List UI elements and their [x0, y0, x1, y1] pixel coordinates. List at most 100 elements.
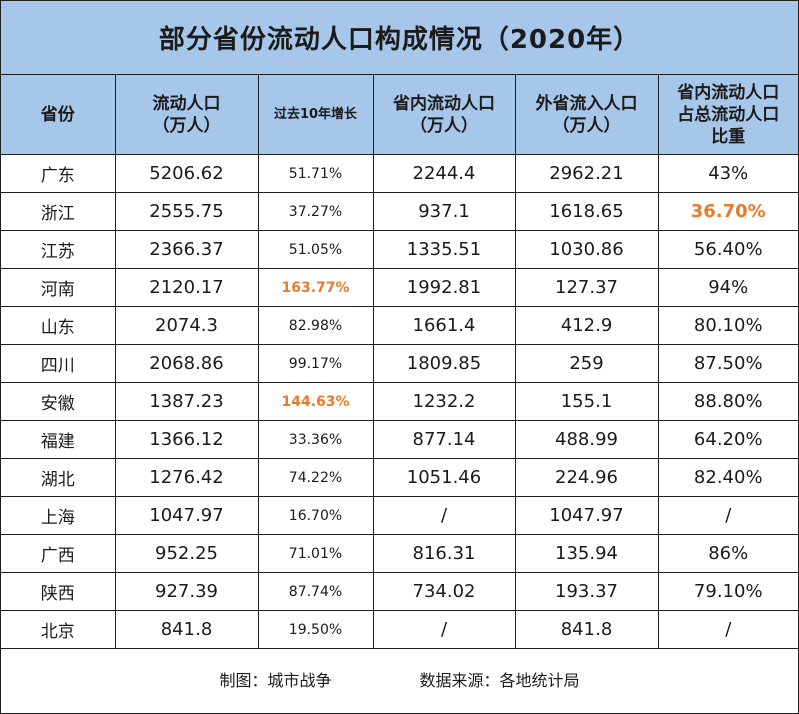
cell-inter: 224.96 — [514, 458, 659, 497]
credit-text: 制图：城市战争 — [219, 670, 332, 690]
cell-inter: 1618.65 — [514, 192, 659, 231]
cell-province: 福建 — [1, 420, 116, 459]
table-row: 上海 1047.97 16.70%/1047.97/ — [1, 496, 798, 535]
table-row: 河南 2120.17 163.77% 1992.81 127.37 94% — [1, 268, 798, 307]
cell-floating: 2366.37 — [114, 230, 259, 269]
cell-inter: 155.1 — [514, 382, 659, 421]
header-floating: 流动人口 （万人） — [114, 75, 259, 155]
cell-inter: 1030.86 — [514, 230, 659, 269]
cell-ratio: 36.70% — [657, 192, 798, 231]
cell-intra: / — [372, 496, 516, 535]
table-row: 陕西 927.39 87.74% 734.02 193.37 79.10% — [1, 572, 798, 611]
table-row: 江苏 2366.37 51.05% 1335.51 1030.86 56.40% — [1, 230, 798, 269]
cell-inter: 1047.97 — [514, 496, 659, 535]
table-row: 广东 5206.62 51.71% 2244.4 2962.21 43% — [1, 154, 798, 193]
cell-province: 上海 — [1, 496, 116, 535]
table-row: 广西 952.25 71.01% 816.31 135.94 86% — [1, 534, 798, 573]
header-row: 省份 流动人口 （万人） 过去10年增长 省内流动人口 （万人） 外省流入人口 （万人… — [1, 75, 798, 155]
cell-intra: 734.02 — [372, 572, 516, 611]
table-title: 部分省份流动人口构成情况（2020年） — [1, 1, 798, 75]
cell-ratio: 87.50% — [657, 344, 798, 383]
cell-growth: 37.27% — [257, 192, 374, 231]
header-inter: 外省流入人口 （万人） — [514, 75, 659, 155]
cell-intra: 816.31 — [372, 534, 516, 573]
cell-inter: 127.37 — [514, 268, 659, 307]
cell-intra: 1232.2 — [372, 382, 516, 421]
cell-floating: 5206.62 — [114, 154, 259, 193]
cell-floating: 1047.97 — [114, 496, 259, 535]
cell-province: 北京 — [1, 610, 116, 649]
cell-intra: 2244.4 — [372, 154, 516, 193]
cell-growth: 19.50% — [257, 610, 374, 649]
cell-growth: 74.22% — [257, 458, 374, 497]
cell-growth: 51.05% — [257, 230, 374, 269]
cell-growth: 33.36% — [257, 420, 374, 459]
cell-floating: 2068.86 — [114, 344, 259, 383]
table-row: 湖北 1276.42 74.22% 1051.46 224.96 82.40% — [1, 458, 798, 497]
cell-province: 浙江 — [1, 192, 116, 231]
cell-floating: 841.8 — [114, 610, 259, 649]
table-row: 四川 2068.86 99.17% 1809.85 259 87.50% — [1, 344, 798, 383]
cell-province: 安徽 — [1, 382, 116, 421]
cell-ratio: / — [657, 496, 798, 535]
cell-inter: 412.9 — [514, 306, 659, 345]
cell-province: 广西 — [1, 534, 116, 573]
cell-inter: 488.99 — [514, 420, 659, 459]
table-row: 福建 1366.12 33.36% 877.14 488.99 64.20% — [1, 420, 798, 459]
cell-inter: 2962.21 — [514, 154, 659, 193]
cell-ratio: 80.10% — [657, 306, 798, 345]
cell-province: 广东 — [1, 154, 116, 193]
footer: 制图：城市战争 数据来源：各地统计局 — [1, 649, 798, 708]
cell-floating: 1276.42 — [114, 458, 259, 497]
table-row: 浙江 2555.75 37.27% 937.1 1618.65 36.70% — [1, 192, 798, 231]
cell-growth: 51.71% — [257, 154, 374, 193]
cell-intra: 1661.4 — [372, 306, 516, 345]
cell-ratio: 79.10% — [657, 572, 798, 611]
header-province: 省份 — [1, 75, 116, 155]
cell-growth: 82.98% — [257, 306, 374, 345]
header-growth: 过去10年增长 — [257, 75, 374, 155]
cell-floating: 1366.12 — [114, 420, 259, 459]
cell-growth: 71.01% — [257, 534, 374, 573]
table-row: 安徽 1387.23 144.63% 1232.2 155.1 88.80% — [1, 382, 798, 421]
cell-growth: 163.77% — [257, 268, 374, 307]
source-text: 数据来源：各地统计局 — [419, 670, 580, 690]
header-intra: 省内流动人口 （万人） — [372, 75, 516, 155]
cell-province: 河南 — [1, 268, 116, 307]
cell-province: 四川 — [1, 344, 116, 383]
cell-ratio: 94% — [657, 268, 798, 307]
cell-ratio: 86% — [657, 534, 798, 573]
cell-growth: 87.74% — [257, 572, 374, 611]
cell-province: 江苏 — [1, 230, 116, 269]
cell-intra: 1992.81 — [372, 268, 516, 307]
cell-intra: 1051.46 — [372, 458, 516, 497]
population-table: 省份 流动人口 （万人） 过去10年增长 省内流动人口 （万人） 外省流入人口 （万人… — [1, 75, 798, 649]
table-row: 北京 841.8 19.50%/841.8/ — [1, 610, 798, 649]
cell-floating: 2074.3 — [114, 306, 259, 345]
table-body: 广东 5206.62 51.71% 2244.4 2962.21 43% 浙江 2555.75… — [1, 154, 798, 649]
header-ratio: 省内流动人口 占总流动人口 比重 — [657, 75, 798, 155]
cell-floating: 952.25 — [114, 534, 259, 573]
cell-growth: 16.70% — [257, 496, 374, 535]
cell-ratio: 64.20% — [657, 420, 798, 459]
cell-inter: 193.37 — [514, 572, 659, 611]
cell-floating: 1387.23 — [114, 382, 259, 421]
cell-intra: / — [372, 610, 516, 649]
table-row: 山东 2074.3 82.98% 1661.4 412.9 80.10% — [1, 306, 798, 345]
cell-floating: 927.39 — [114, 572, 259, 611]
cell-growth: 144.63% — [257, 382, 374, 421]
cell-intra: 1809.85 — [372, 344, 516, 383]
cell-ratio: / — [657, 610, 798, 649]
cell-province: 山东 — [1, 306, 116, 345]
cell-intra: 937.1 — [372, 192, 516, 231]
cell-province: 湖北 — [1, 458, 116, 497]
cell-inter: 135.94 — [514, 534, 659, 573]
cell-province: 陕西 — [1, 572, 116, 611]
cell-intra: 1335.51 — [372, 230, 516, 269]
cell-ratio: 43% — [657, 154, 798, 193]
cell-ratio: 88.80% — [657, 382, 798, 421]
cell-intra: 877.14 — [372, 420, 516, 459]
cell-growth: 99.17% — [257, 344, 374, 383]
cell-inter: 841.8 — [514, 610, 659, 649]
